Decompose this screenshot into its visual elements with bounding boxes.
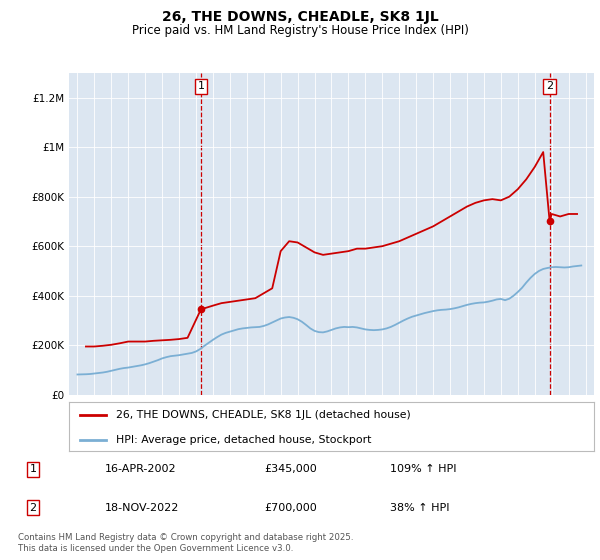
Text: Price paid vs. HM Land Registry's House Price Index (HPI): Price paid vs. HM Land Registry's House … bbox=[131, 24, 469, 36]
Text: £700,000: £700,000 bbox=[264, 503, 317, 513]
Text: Contains HM Land Registry data © Crown copyright and database right 2025.
This d: Contains HM Land Registry data © Crown c… bbox=[18, 533, 353, 553]
Text: 1: 1 bbox=[29, 464, 37, 474]
Text: 18-NOV-2022: 18-NOV-2022 bbox=[105, 503, 179, 513]
Text: 16-APR-2002: 16-APR-2002 bbox=[105, 464, 176, 474]
Text: 1: 1 bbox=[197, 81, 205, 91]
Text: 26, THE DOWNS, CHEADLE, SK8 1JL (detached house): 26, THE DOWNS, CHEADLE, SK8 1JL (detache… bbox=[116, 410, 411, 421]
Text: HPI: Average price, detached house, Stockport: HPI: Average price, detached house, Stoc… bbox=[116, 435, 371, 445]
Text: 109% ↑ HPI: 109% ↑ HPI bbox=[390, 464, 457, 474]
Text: 26, THE DOWNS, CHEADLE, SK8 1JL: 26, THE DOWNS, CHEADLE, SK8 1JL bbox=[161, 10, 439, 24]
Text: £345,000: £345,000 bbox=[264, 464, 317, 474]
Text: 38% ↑ HPI: 38% ↑ HPI bbox=[390, 503, 449, 513]
Text: 2: 2 bbox=[29, 503, 37, 513]
Text: 2: 2 bbox=[546, 81, 553, 91]
